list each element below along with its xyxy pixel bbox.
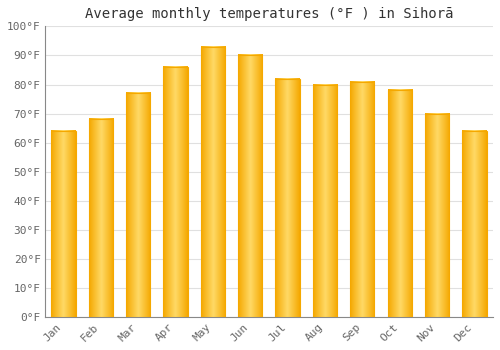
Bar — [126, 93, 150, 317]
Bar — [425, 114, 449, 317]
Title: Average monthly temperatures (°F ) in Sihorā: Average monthly temperatures (°F ) in Si… — [84, 7, 453, 21]
Bar — [164, 67, 188, 317]
Bar — [313, 84, 337, 317]
Bar — [201, 47, 225, 317]
Bar — [350, 82, 374, 317]
Bar — [388, 90, 412, 317]
Bar — [276, 79, 300, 317]
Bar — [462, 131, 486, 317]
Bar — [238, 55, 262, 317]
Bar — [52, 131, 76, 317]
Bar — [88, 119, 113, 317]
